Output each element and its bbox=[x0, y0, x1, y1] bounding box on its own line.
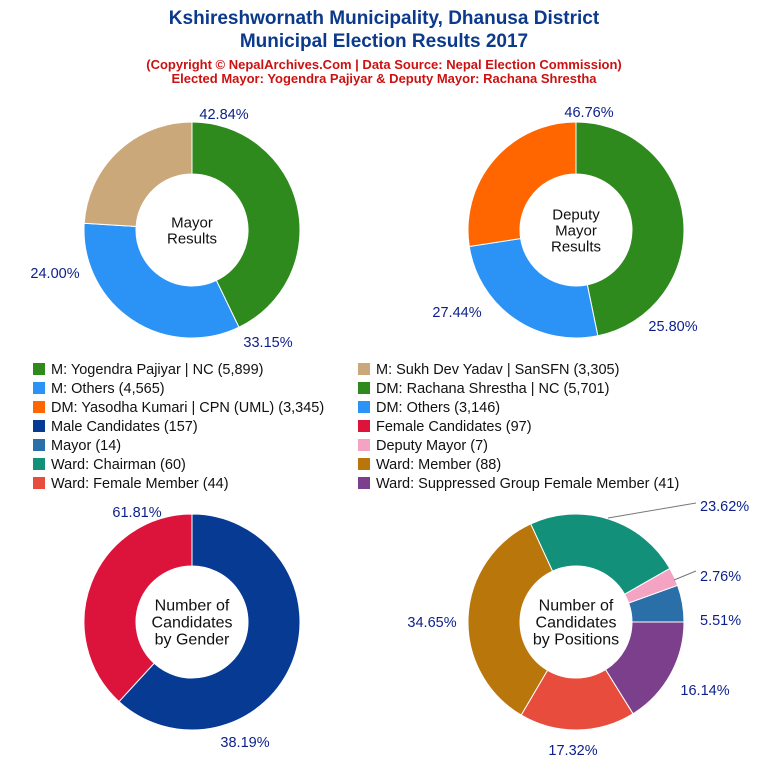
legend-item: Mayor (14) bbox=[33, 438, 121, 454]
donut-3-percent-label-1: 61.81% bbox=[112, 505, 161, 521]
donut-3-center-label-line-1: Number of bbox=[155, 598, 230, 615]
donut-2-center-label-line-1: Deputy bbox=[552, 206, 600, 223]
donut-1-slice-2 bbox=[83, 222, 240, 339]
legend-label: Female Candidates (97) bbox=[376, 419, 532, 435]
legend-label: M: Yogendra Pajiyar | NC (5,899) bbox=[51, 362, 264, 378]
legend-label: Ward: Member (88) bbox=[376, 457, 502, 473]
donut-2-percent-label-1: 46.76% bbox=[564, 105, 613, 121]
legend-item: M: Yogendra Pajiyar | NC (5,899) bbox=[33, 362, 264, 378]
legend-swatch bbox=[358, 477, 370, 489]
legend-item: DM: Yasodha Kumari | CPN (UML) (3,345) bbox=[33, 400, 324, 416]
donut-2-center-label-line-2: Mayor bbox=[555, 222, 597, 239]
donut-4-slice-3 bbox=[530, 513, 671, 595]
legend-label: Deputy Mayor (7) bbox=[376, 438, 489, 454]
legend-swatch bbox=[358, 401, 370, 413]
donut-4-percent-label-1: 5.51% bbox=[700, 613, 741, 629]
donut-1-center-label-line-2: Results bbox=[167, 230, 217, 247]
legend-label: DM: Rachana Shrestha | NC (5,701) bbox=[376, 381, 610, 397]
donut-4-center-label-line-1: Number of bbox=[539, 598, 614, 615]
legend-item: Female Candidates (97) bbox=[358, 419, 532, 435]
legend-swatch bbox=[358, 382, 370, 394]
legend-item: DM: Others (3,146) bbox=[358, 400, 500, 416]
donut-4-percent-label-4: 34.65% bbox=[407, 615, 456, 631]
donut-3-slice-1 bbox=[118, 513, 301, 731]
legend-label: M: Others (4,565) bbox=[51, 381, 165, 397]
legend-item: Ward: Member (88) bbox=[358, 457, 501, 473]
donut-2-slice-3 bbox=[467, 121, 577, 248]
donut-1-center-label-line-1: Mayor bbox=[171, 214, 213, 231]
legend-label: DM: Others (3,146) bbox=[376, 400, 501, 416]
donut-1-percent-label-1: 42.84% bbox=[199, 107, 248, 123]
donut-3-percent-label-2: 38.19% bbox=[220, 735, 269, 751]
legend-swatch bbox=[33, 382, 45, 394]
donut-3-center-label-line-2: Candidates bbox=[152, 615, 233, 632]
legend-swatch bbox=[33, 439, 45, 451]
donut-4-leader-line-3 bbox=[607, 502, 697, 519]
donut-4-slice-6 bbox=[604, 621, 685, 715]
legend-label: Male Candidates (157) bbox=[51, 419, 198, 435]
chart-title-line2: Municipal Election Results 2017 bbox=[239, 31, 529, 52]
donut-4-percent-label-3: 23.62% bbox=[700, 499, 749, 515]
legend-item: Ward: Chairman (60) bbox=[33, 457, 186, 473]
legend-item: Ward: Suppressed Group Female Member (41… bbox=[358, 476, 679, 492]
legend-label: Mayor (14) bbox=[51, 438, 122, 454]
legend-item: DM: Rachana Shrestha | NC (5,701) bbox=[358, 381, 609, 397]
legend-label: M: Sukh Dev Yadav | SanSFN (3,305) bbox=[376, 362, 620, 378]
donut-2-percent-label-3: 27.44% bbox=[432, 305, 481, 321]
legend-item: M: Others (4,565) bbox=[33, 381, 165, 397]
donut-2-slice-2 bbox=[468, 237, 599, 339]
legend-item: Ward: Female Member (44) bbox=[33, 476, 229, 492]
chart-title-line1: Kshireshwornath Municipality, Dhanusa Di… bbox=[168, 8, 600, 29]
donut-4-percent-label-6: 16.14% bbox=[680, 683, 729, 699]
legend-swatch bbox=[33, 477, 45, 489]
legend-label: Ward: Chairman (60) bbox=[51, 457, 186, 473]
legend-item: Deputy Mayor (7) bbox=[358, 438, 488, 454]
legend-label: DM: Yasodha Kumari | CPN (UML) (3,345) bbox=[51, 400, 325, 416]
donut-2-center-label-line-3: Results bbox=[551, 238, 601, 255]
donut-2-slice-1 bbox=[575, 121, 685, 337]
legend-label: Ward: Suppressed Group Female Member (41… bbox=[376, 476, 680, 492]
legend-swatch bbox=[358, 420, 370, 432]
legend-swatch bbox=[33, 363, 45, 375]
legend-item: Male Candidates (157) bbox=[33, 419, 198, 435]
donut-4-leader-line-2 bbox=[673, 570, 697, 581]
legend-item: M: Sukh Dev Yadav | SanSFN (3,305) bbox=[358, 362, 619, 378]
donut-1-percent-label-2: 33.15% bbox=[243, 335, 292, 351]
donut-1-slice-3 bbox=[83, 121, 193, 228]
legend-label: Ward: Female Member (44) bbox=[51, 476, 229, 492]
legend-swatch bbox=[33, 420, 45, 432]
donut-1-percent-label-3: 24.00% bbox=[30, 266, 79, 282]
donut-4-center-label-line-2: Candidates bbox=[536, 615, 617, 632]
legend-swatch bbox=[358, 363, 370, 375]
legend-swatch bbox=[33, 401, 45, 413]
donut-4-center-label-line-3: by Positions bbox=[533, 632, 619, 649]
chart-subtitle-line2: Elected Mayor: Yogendra Pajiyar & Deputy… bbox=[171, 71, 597, 86]
donut-2-percent-label-2: 25.80% bbox=[648, 319, 697, 335]
legend-swatch bbox=[358, 439, 370, 451]
donut-3-slice-2 bbox=[83, 513, 193, 703]
chart-subtitle-line1: (Copyright © NepalArchives.Com | Data So… bbox=[146, 57, 622, 72]
donut-4-percent-label-2: 2.76% bbox=[700, 569, 741, 585]
donut-3-center-label-line-3: by Gender bbox=[155, 632, 230, 649]
legend-swatch bbox=[33, 458, 45, 470]
donut-4-slice-4 bbox=[467, 523, 554, 716]
legend-swatch bbox=[358, 458, 370, 470]
donut-4-percent-label-5: 17.32% bbox=[548, 743, 597, 759]
donut-1-slice-1 bbox=[191, 121, 301, 328]
